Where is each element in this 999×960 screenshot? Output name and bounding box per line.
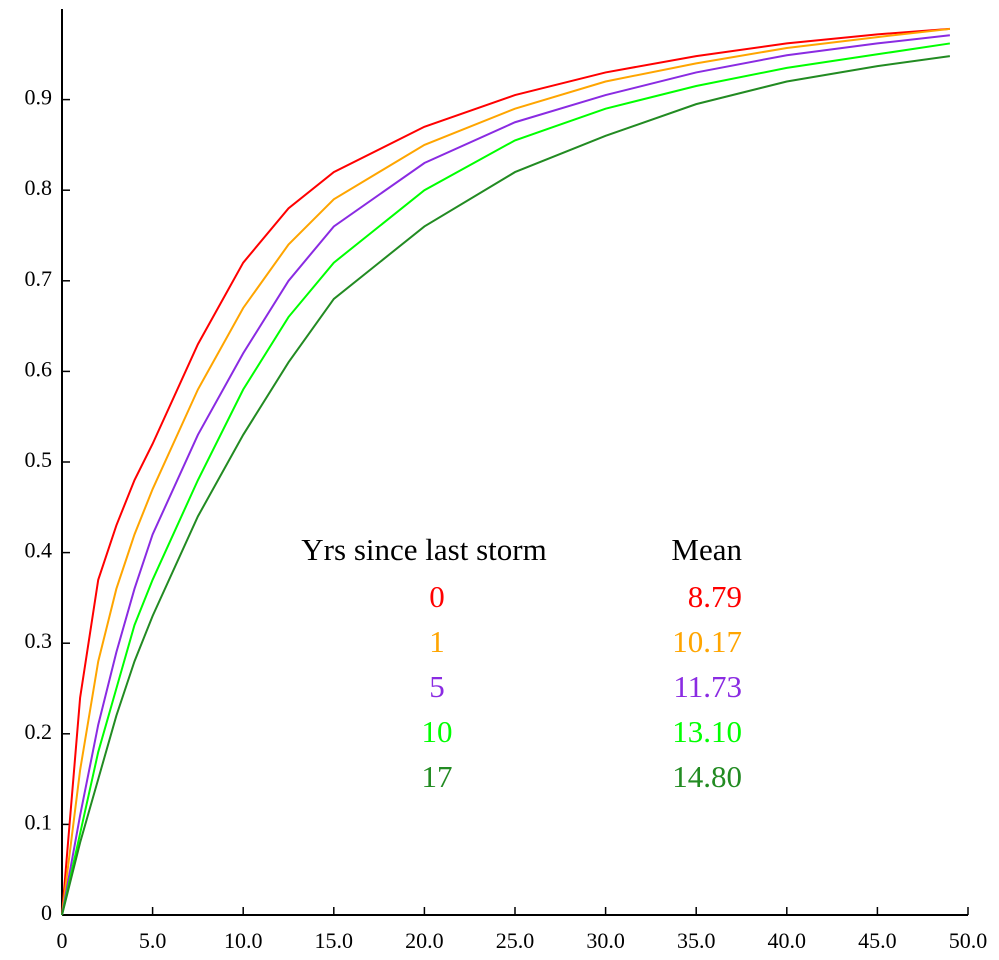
y-tick-label: 0.8 [25, 175, 53, 200]
legend-label: 5 [429, 669, 445, 704]
legend-mean: 10.17 [672, 624, 742, 659]
legend-label: 0 [429, 579, 445, 614]
x-tick-label: 20.0 [405, 928, 444, 953]
y-tick-label: 0.4 [25, 538, 53, 563]
legend-title: Yrs since last storm [301, 532, 546, 567]
legend-mean: 8.79 [688, 579, 742, 614]
y-tick-label: 0.6 [25, 356, 53, 381]
x-tick-label: 0 [57, 928, 68, 953]
x-tick-label: 30.0 [586, 928, 625, 953]
legend-label: 1 [429, 624, 445, 659]
y-tick-label: 0.3 [25, 628, 53, 653]
y-tick-label: 0.5 [25, 447, 53, 472]
x-tick-label: 25.0 [496, 928, 535, 953]
y-tick-label: 0.9 [25, 85, 53, 110]
y-tick-label: 0 [41, 900, 52, 925]
y-tick-label: 0.1 [25, 809, 53, 834]
x-tick-label: 10.0 [224, 928, 263, 953]
legend-mean: 14.80 [672, 759, 742, 794]
x-tick-label: 5.0 [139, 928, 167, 953]
line-series [61, 27, 950, 916]
legend-mean: 11.73 [673, 669, 742, 704]
legend-label: 17 [422, 759, 453, 794]
x-tick-label: 50.0 [949, 928, 988, 953]
legend-value-title: Mean [671, 532, 742, 567]
x-tick-label: 40.0 [768, 928, 807, 953]
line-series [61, 55, 951, 916]
x-tick-label: 45.0 [858, 928, 897, 953]
y-tick-label: 0.2 [25, 719, 53, 744]
legend-mean: 13.10 [672, 714, 742, 749]
legend-label: 10 [422, 714, 453, 749]
line-series [61, 34, 950, 916]
x-tick-label: 15.0 [315, 928, 354, 953]
x-tick-label: 35.0 [677, 928, 716, 953]
y-tick-label: 0.7 [25, 266, 53, 291]
line-series [61, 27, 950, 916]
line-series [61, 42, 951, 916]
